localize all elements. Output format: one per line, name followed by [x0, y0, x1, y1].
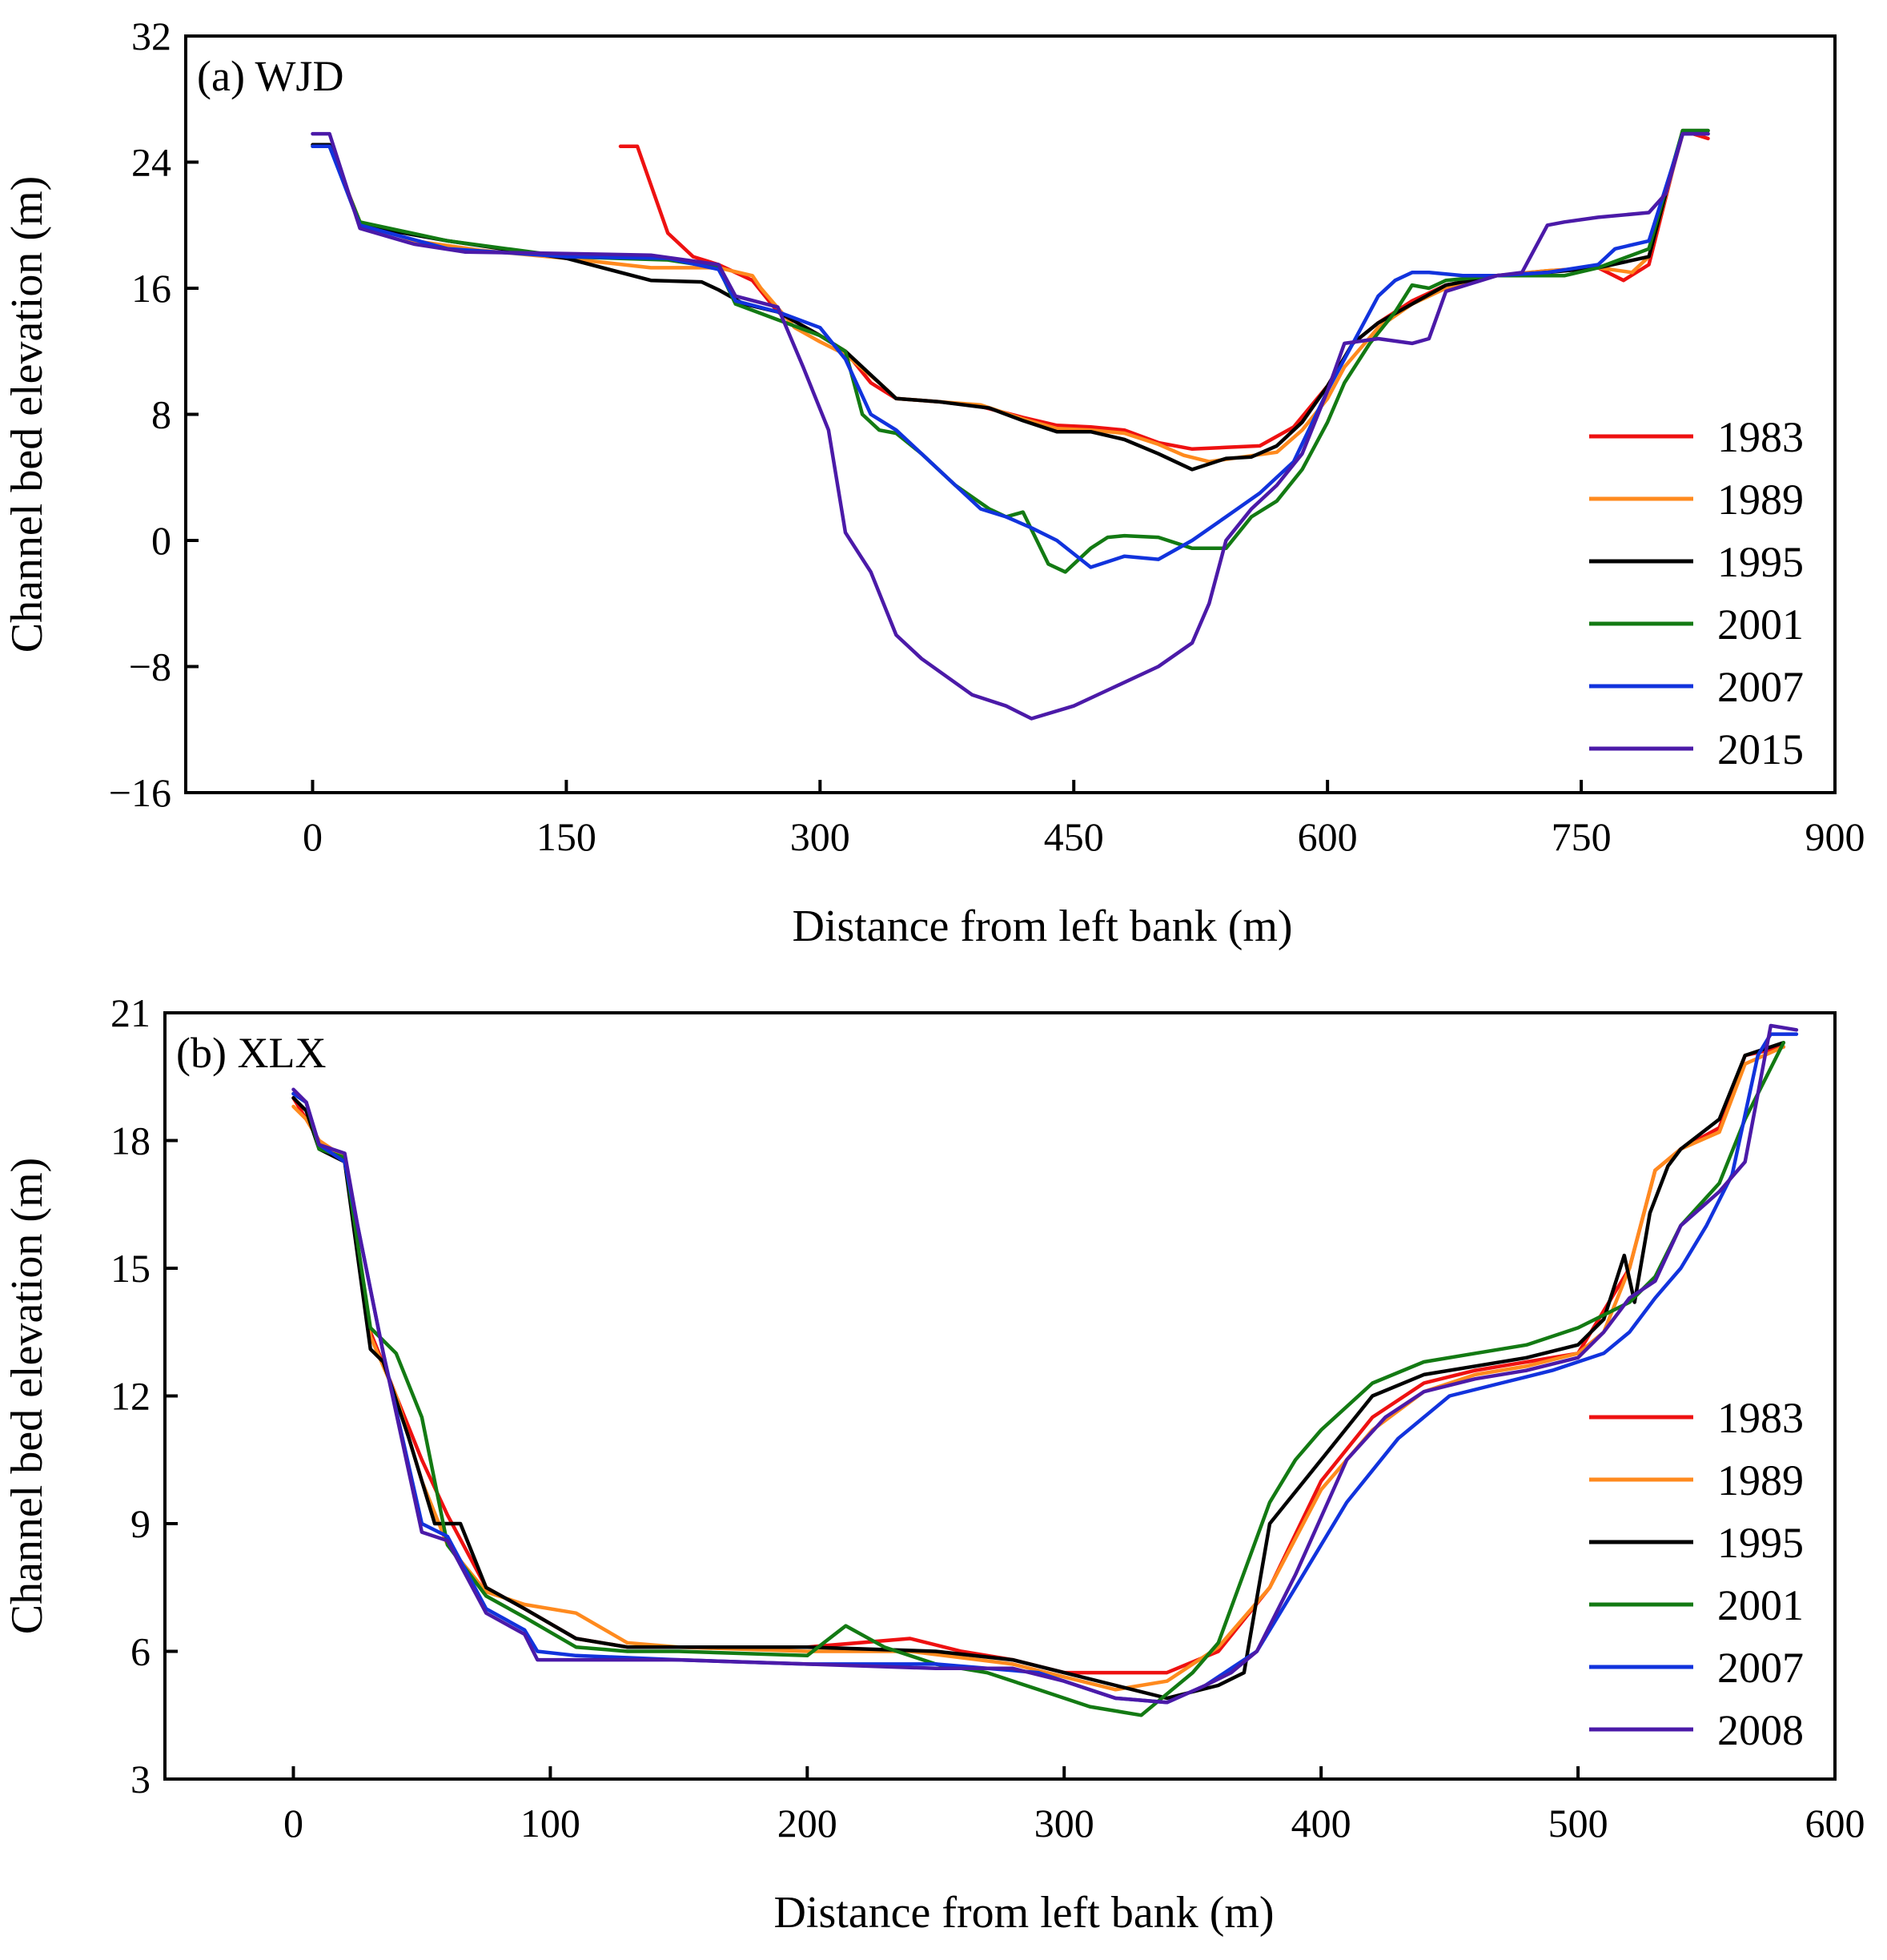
panel-b-series-1995-line [291, 1040, 1786, 1701]
panel-b-legend-label-1995: 1995 [1717, 1519, 1804, 1567]
panel-a-y-axis-title: Channel bed elevation (m) [2, 176, 52, 653]
panel-b-series-2001-line [291, 1040, 1786, 1717]
panel-b-x-tick-label: 300 [1034, 1801, 1094, 1846]
panel-a-series-2015-line [311, 131, 1710, 721]
panel-b-x-tick-label: 100 [520, 1801, 580, 1846]
panel-a-y-tick-label: 16 [131, 266, 171, 311]
panel-b-y-tick-label: 21 [110, 990, 151, 1035]
panel-a-x-tick-label: 900 [1805, 814, 1865, 859]
panel-b-legend-label-2001: 2001 [1717, 1581, 1804, 1629]
panel-a-y-tick-label: 0 [151, 518, 171, 563]
panel-a-legend-label-1989: 1989 [1717, 476, 1804, 524]
panel-a-y-tick-label: 8 [151, 392, 171, 437]
panel-a-legend-label-2001: 2001 [1717, 600, 1804, 649]
panel-b-legend-label-2008: 2008 [1717, 1706, 1804, 1754]
panel-a-y-tick-label: 24 [131, 140, 171, 185]
panel-a-legend-label-2015: 2015 [1717, 725, 1804, 773]
panel-a-x-tick-label: 600 [1298, 814, 1358, 859]
panel-b-x-tick-label: 0 [283, 1801, 303, 1846]
panel-a-legend-label-2007: 2007 [1717, 663, 1804, 711]
panel-a-x-axis-title: Distance from left bank (m) [792, 902, 1292, 951]
panel-a-label: (a) WJD [197, 52, 343, 100]
panel-a-x-tick-label: 0 [303, 814, 323, 859]
panel-b: 0 100 200 300 400 500 600 3 6 9 12 15 18 21 (b) XLX D… [2, 990, 1865, 1938]
panel-b-x-tick-label: 600 [1805, 1801, 1865, 1846]
panel-a-legend-label-1995: 1995 [1717, 538, 1804, 586]
panel-b-y-tick-label: 15 [110, 1246, 151, 1291]
panel-b-y-tick-label: 18 [110, 1119, 151, 1163]
panel-a-series-1995-line [311, 128, 1710, 472]
panel-a-x-tick-label: 150 [536, 814, 596, 859]
panel-b-legend-label-1989: 1989 [1717, 1456, 1804, 1504]
panel-a-series-1983-line [618, 128, 1710, 452]
panel-a-x-tick-label: 450 [1044, 814, 1104, 859]
panel-b-y-axis-title: Channel bed elevation (m) [2, 1158, 52, 1635]
panel-b-y-tick-label: 3 [130, 1757, 151, 1801]
panel-b-series-2008-line [291, 1023, 1799, 1705]
panel-b-y-tick-label: 9 [130, 1501, 151, 1546]
panel-a-y-tick-label: −16 [109, 770, 171, 815]
panel-a-legend: 1983 1989 1995 2001 2007 2015 [1589, 413, 1804, 773]
panel-a-x-tick-label: 300 [790, 814, 850, 859]
panel-b-x-tick-label: 500 [1548, 1801, 1608, 1846]
panel-b-legend-label-1983: 1983 [1717, 1394, 1804, 1442]
panel-a-series-2007-line [311, 131, 1710, 569]
panel-b-y-tick-label: 6 [130, 1629, 151, 1674]
panel-a-series-2001-line [311, 128, 1710, 574]
panel-a: 0 150 300 450 600 750 900 −16 −8 0 8 16 24 32 (a) WJD… [2, 14, 1865, 951]
panel-b-legend-label-2007: 2007 [1717, 1644, 1804, 1692]
panel-b-x-tick-label: 200 [777, 1801, 837, 1846]
panel-a-y-tick-label: 32 [131, 14, 171, 58]
panel-b-label: (b) XLX [176, 1029, 326, 1077]
panel-a-y-tick-label: −8 [129, 645, 171, 689]
panel-b-x-tick-label: 400 [1291, 1801, 1351, 1846]
panel-b-legend: 1983 1989 1995 2001 2007 2008 [1589, 1394, 1804, 1754]
panel-b-x-axis-title: Distance from left bank (m) [773, 1888, 1274, 1938]
panel-b-series-1983-line [291, 1045, 1786, 1675]
panel-a-legend-label-1983: 1983 [1717, 413, 1804, 461]
panel-a-x-tick-label: 750 [1552, 814, 1612, 859]
panel-b-y-tick-label: 12 [110, 1374, 151, 1419]
